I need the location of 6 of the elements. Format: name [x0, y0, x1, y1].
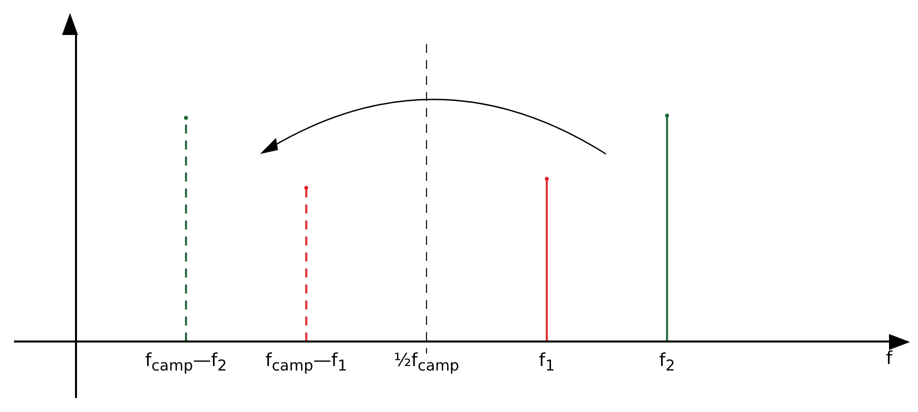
- x-tick-label: f$_{camp}$—f$_{1}$: [265, 350, 348, 374]
- x-tick-label: f$_{camp}$—f$_{2}$: [145, 350, 227, 374]
- x-tick-label: f$_{1}$: [538, 350, 555, 374]
- x-tick-label: f$_{2}$: [659, 350, 676, 374]
- text: f: [886, 348, 892, 369]
- x-tick-label: ½f$_{camp}$: [394, 350, 460, 374]
